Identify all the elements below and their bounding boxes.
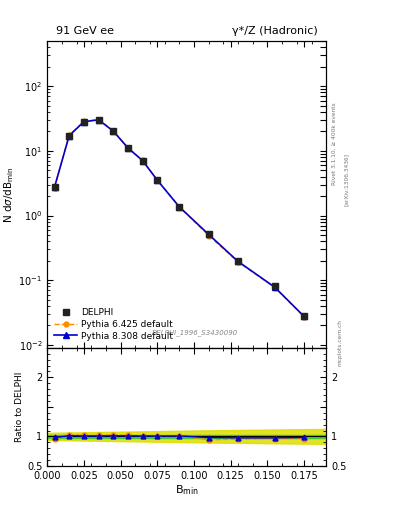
X-axis label: B$_{\rm min}$: B$_{\rm min}$	[175, 483, 198, 497]
Y-axis label: Ratio to DELPHI: Ratio to DELPHI	[15, 372, 24, 442]
Text: [arXiv:1306.3436]: [arXiv:1306.3436]	[344, 153, 349, 206]
Text: 91 GeV ee: 91 GeV ee	[55, 26, 114, 36]
Text: DELPHI_1996_S3430090: DELPHI_1996_S3430090	[152, 329, 238, 335]
Y-axis label: N d$\sigma$/dB$_{\rm min}$: N d$\sigma$/dB$_{\rm min}$	[2, 166, 16, 223]
Text: γ*/Z (Hadronic): γ*/Z (Hadronic)	[232, 26, 318, 36]
Text: Rivet 3.1.10, ≥ 400k events: Rivet 3.1.10, ≥ 400k events	[332, 102, 337, 185]
Legend: DELPHI, Pythia 6.425 default, Pythia 8.308 default: DELPHI, Pythia 6.425 default, Pythia 8.3…	[51, 306, 176, 344]
Text: mcplots.cern.ch: mcplots.cern.ch	[338, 319, 343, 367]
